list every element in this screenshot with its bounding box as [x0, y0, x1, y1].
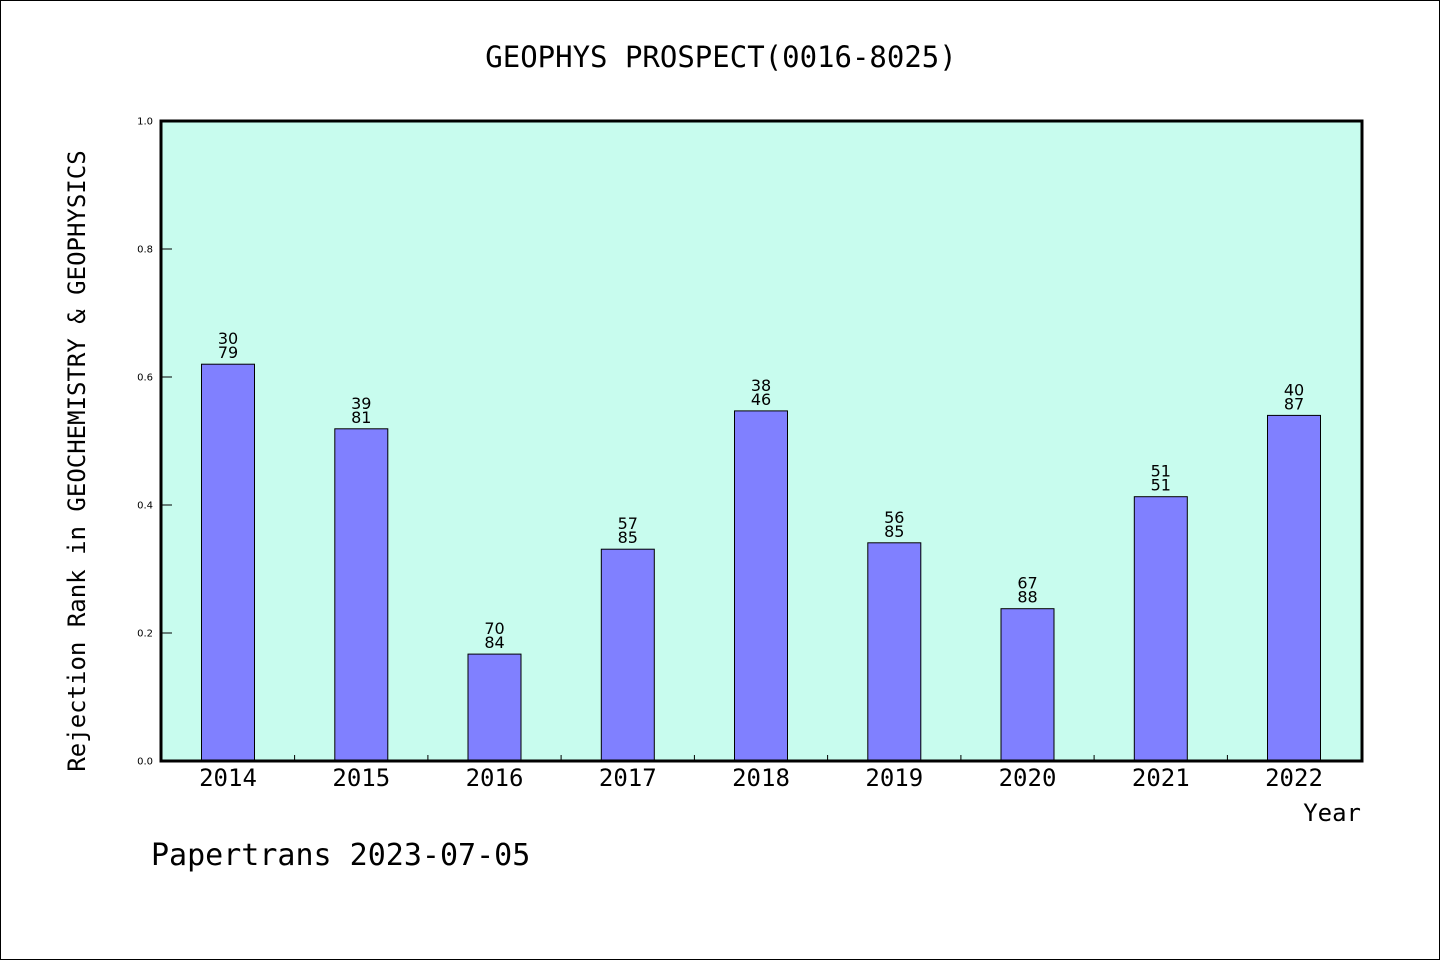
bar-2018: [734, 410, 788, 762]
y-axis-label: Rejection Rank in GEOCHEMISTRY & GEOPHYS…: [63, 150, 91, 771]
x-tick-label-2015: 2015: [332, 764, 390, 792]
y-tick-label-0.0: 0.0: [137, 757, 153, 768]
bar-label-2021-line2: 51: [1151, 476, 1171, 495]
bar-2015: [334, 428, 389, 762]
y-axis-ticks: 0.0 0.2 0.4 0.6 0.8 1.0: [137, 117, 172, 768]
bar-label-2021-line1: 51: [1151, 462, 1171, 481]
chart-title: GEOPHYS PROSPECT(0016-8025): [485, 40, 956, 74]
x-tick-label-2017: 2017: [599, 764, 657, 792]
bar-2019: [867, 542, 922, 762]
bar-label-2015-line2: 81: [351, 408, 371, 427]
bar-label-2014-line1: 30: [218, 329, 238, 348]
y-tick-label-0.4: 0.4: [137, 501, 153, 512]
y-tick-label-1.0: 1.0: [137, 117, 153, 128]
x-axis-label: Year: [1303, 799, 1361, 827]
bar-label-2015-line1: 39: [351, 394, 371, 413]
bar-2014: [201, 363, 255, 762]
y-tick-label-0.6: 0.6: [137, 373, 153, 384]
bar-label-2014-line2: 79: [218, 343, 238, 362]
plot-border: [159, 119, 1364, 763]
y-tick-label-0.8: 0.8: [137, 245, 153, 256]
bar-label-2022-line1: 40: [1284, 380, 1304, 399]
x-tick-label-2016: 2016: [466, 764, 524, 792]
bar-label-2020-line2: 88: [1017, 588, 1037, 607]
x-tick-label-2020: 2020: [999, 764, 1057, 792]
x-tick-label-2022: 2022: [1265, 764, 1323, 792]
bar-label-2019-line2: 85: [884, 522, 904, 541]
bar-2016: [467, 653, 522, 762]
bar-label-2016-line1: 70: [484, 619, 504, 638]
footer-text: Papertrans 2023-07-05: [151, 838, 530, 873]
x-axis-ticks: 2014 2015 2016 2017 2018 2019 2020 2021 2022: [199, 755, 1323, 792]
bar-2020: [1000, 608, 1055, 762]
bar-label-2018-line2: 46: [751, 390, 771, 409]
x-tick-label-2021: 2021: [1132, 764, 1190, 792]
bar-label-2022-line2: 87: [1284, 394, 1304, 413]
bar-2022: [1267, 414, 1321, 762]
x-tick-label-2018: 2018: [732, 764, 790, 792]
bar-label-2018-line1: 38: [751, 376, 771, 395]
bar-2021: [1133, 496, 1188, 762]
y-tick-label-0.2: 0.2: [137, 629, 153, 640]
bar-label-2020-line1: 67: [1017, 574, 1037, 593]
bar-label-2017-line2: 85: [618, 528, 638, 547]
bar-label-2016-line2: 84: [484, 633, 504, 652]
x-tick-label-2019: 2019: [865, 764, 923, 792]
bar-2017: [600, 548, 655, 762]
x-tick-label-2014: 2014: [199, 764, 257, 792]
bar-label-2019-line1: 56: [884, 508, 904, 527]
bars-group: [201, 363, 1321, 762]
bar-label-2017-line1: 57: [618, 514, 638, 533]
